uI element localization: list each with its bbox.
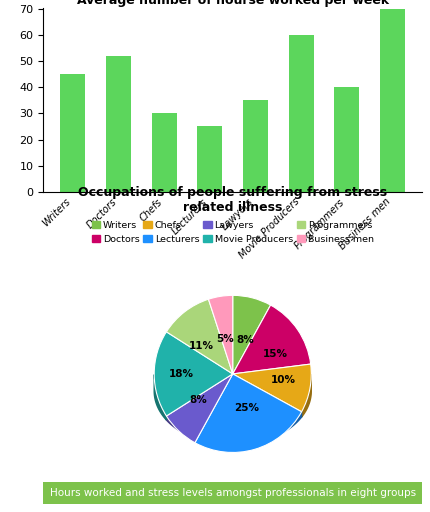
Polygon shape bbox=[301, 374, 310, 417]
Polygon shape bbox=[154, 375, 166, 420]
Polygon shape bbox=[166, 403, 194, 438]
Wedge shape bbox=[208, 295, 232, 374]
Bar bbox=[288, 35, 313, 192]
Wedge shape bbox=[166, 374, 232, 443]
Wedge shape bbox=[194, 374, 301, 453]
Text: 5%: 5% bbox=[215, 334, 233, 344]
Bar bbox=[243, 100, 267, 192]
Polygon shape bbox=[194, 400, 301, 445]
Bar bbox=[379, 9, 404, 192]
Text: 25%: 25% bbox=[234, 402, 259, 413]
Text: 15%: 15% bbox=[262, 349, 287, 359]
Bar bbox=[106, 56, 131, 192]
Wedge shape bbox=[154, 332, 232, 416]
Bar bbox=[334, 88, 359, 192]
Wedge shape bbox=[232, 305, 310, 374]
Legend: Writers, Doctors, Chefs, Lecturers, Lawyers, Movie Producers, Programmers, Busin: Writers, Doctors, Chefs, Lecturers, Lawy… bbox=[89, 219, 375, 246]
Text: Hours worked and stress levels amongst professionals in eight groups: Hours worked and stress levels amongst p… bbox=[49, 488, 415, 498]
Bar bbox=[197, 126, 222, 192]
Title: Average number of hourse worked per week: Average number of hourse worked per week bbox=[77, 0, 388, 7]
Title: Occupations of people suffering from stress
related illness: Occupations of people suffering from str… bbox=[78, 186, 387, 215]
Bar bbox=[60, 74, 85, 192]
Text: 8%: 8% bbox=[188, 395, 206, 404]
Wedge shape bbox=[166, 299, 232, 374]
Text: 18%: 18% bbox=[169, 369, 194, 379]
Text: 10%: 10% bbox=[270, 375, 295, 386]
Text: 8%: 8% bbox=[236, 335, 254, 345]
Wedge shape bbox=[232, 295, 270, 374]
Wedge shape bbox=[232, 364, 310, 412]
Bar bbox=[151, 114, 176, 192]
Text: 11%: 11% bbox=[188, 341, 213, 351]
